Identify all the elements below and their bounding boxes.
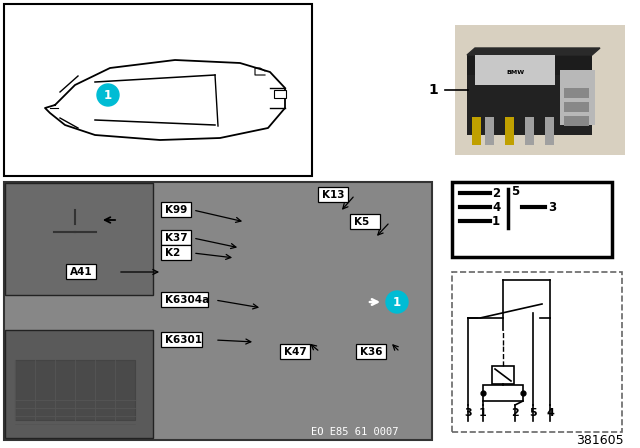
Bar [545, 117, 554, 145]
Text: EO E85 61 0007: EO E85 61 0007 [311, 427, 399, 437]
FancyBboxPatch shape [161, 332, 202, 347]
Bar [5, 330, 153, 438]
FancyBboxPatch shape [66, 264, 96, 279]
Bar [467, 55, 592, 135]
Text: K6301: K6301 [165, 335, 202, 345]
Text: K99: K99 [165, 205, 188, 215]
Text: 1: 1 [492, 215, 500, 228]
FancyBboxPatch shape [280, 344, 310, 359]
Bar [485, 117, 494, 145]
Text: A41: A41 [70, 267, 93, 277]
Circle shape [386, 291, 408, 313]
Text: 3: 3 [548, 201, 556, 214]
Polygon shape [467, 48, 600, 55]
FancyBboxPatch shape [356, 344, 386, 359]
Text: 1: 1 [393, 296, 401, 309]
Bar [483, 385, 523, 401]
Text: 5: 5 [529, 408, 537, 418]
Bar [455, 25, 625, 155]
FancyBboxPatch shape [318, 187, 348, 202]
Bar [274, 90, 286, 98]
Text: K6304a: K6304a [165, 295, 209, 305]
Text: K2: K2 [165, 248, 180, 258]
Bar [472, 117, 481, 145]
Bar [525, 117, 534, 145]
Text: K37: K37 [165, 233, 188, 243]
Text: 2: 2 [492, 186, 500, 199]
FancyBboxPatch shape [350, 214, 380, 229]
Bar [452, 182, 612, 257]
Text: 3: 3 [464, 408, 472, 418]
Bar [564, 116, 589, 126]
Bar [560, 70, 595, 125]
FancyBboxPatch shape [161, 230, 191, 245]
Text: 5: 5 [511, 185, 519, 198]
Text: K47: K47 [284, 347, 307, 357]
Bar [467, 75, 592, 135]
Bar [475, 55, 555, 85]
Text: 1: 1 [104, 89, 112, 102]
Bar [4, 182, 432, 440]
Bar [564, 88, 589, 98]
Text: 381605: 381605 [576, 434, 624, 447]
Text: 1: 1 [428, 83, 438, 97]
Text: K5: K5 [354, 217, 369, 227]
FancyBboxPatch shape [161, 245, 191, 260]
Bar [564, 102, 589, 112]
Bar [15, 360, 135, 420]
Bar [492, 366, 514, 384]
Text: K13: K13 [322, 190, 344, 200]
Bar [505, 117, 514, 145]
Text: BMW: BMW [506, 69, 524, 74]
Circle shape [97, 84, 119, 106]
Text: 2: 2 [511, 408, 519, 418]
FancyBboxPatch shape [161, 202, 191, 217]
Text: 1: 1 [479, 408, 487, 418]
Bar [4, 4, 312, 176]
Text: 4: 4 [546, 408, 554, 418]
Bar [5, 183, 153, 295]
Bar [452, 272, 622, 432]
Text: 4: 4 [492, 201, 500, 214]
Text: K36: K36 [360, 347, 383, 357]
FancyBboxPatch shape [161, 292, 208, 307]
